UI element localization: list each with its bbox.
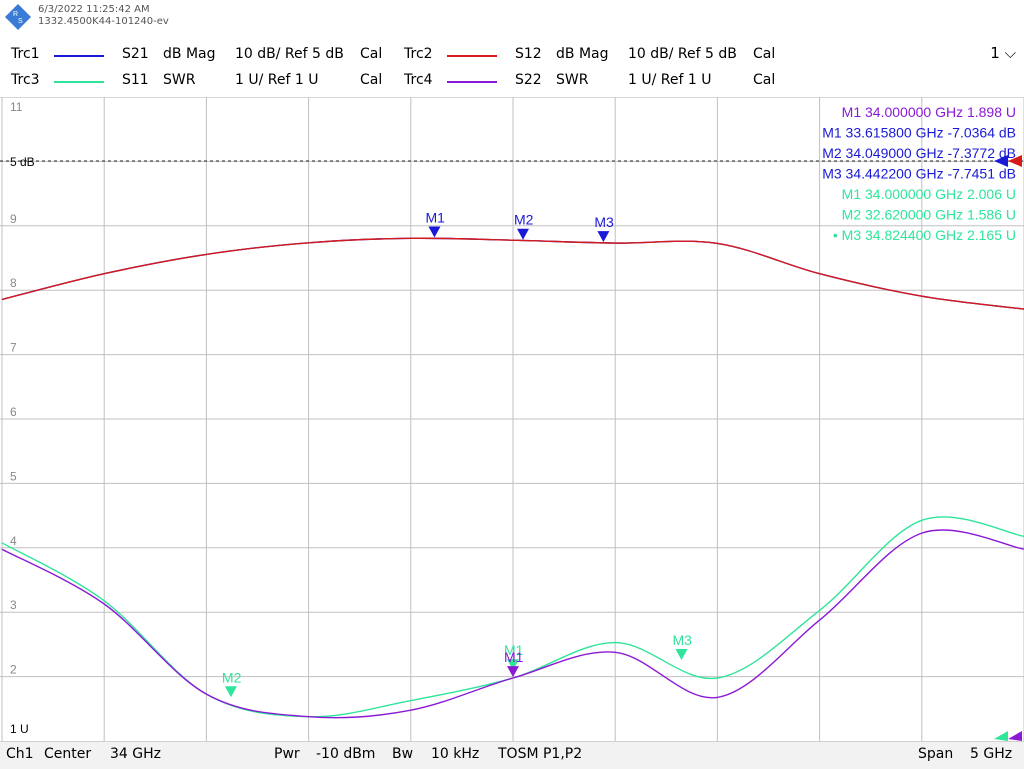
marker-readout: M1 34.000000 GHz 1.898 U M1 33.615800 GHz… — [822, 104, 1016, 243]
marker-readout-row: M3 34.442200 GHz -7.7451 dB — [822, 166, 1016, 182]
svg-text:S: S — [18, 18, 23, 25]
marker-m2-trc1[interactable] — [517, 228, 530, 240]
timestamp: 6/3/2022 11:25:42 AM — [38, 4, 150, 15]
svg-text:R: R — [13, 11, 18, 18]
trace-param-trc1[interactable]: S21 — [122, 46, 149, 62]
tick-label: 5 — [10, 469, 17, 483]
trace-scale-trc4[interactable]: 1 U/ Ref 1 U — [628, 72, 712, 88]
trace-swatch-trc2 — [447, 55, 497, 57]
footer-channel[interactable]: Ch1 — [6, 746, 34, 762]
trace-diagram[interactable]: 11 5 dB 1 U 9 8 7 6 5 4 3 2 M1 M2 M3 M1 M2 M3 M1 M1 3… — [0, 97, 1024, 741]
marker-readout-row: M2 34.049000 GHz -7.3772 dB — [822, 145, 1016, 161]
trace-param-trc2[interactable]: S12 — [515, 46, 542, 62]
ref-arrow-green-icon[interactable] — [994, 731, 1008, 741]
marker-m1-trc1[interactable] — [428, 226, 441, 238]
axis-bottom-label: 1 U — [10, 722, 29, 736]
trace-param-trc4[interactable]: S22 — [515, 72, 542, 88]
axis-ref-label: 5 dB — [10, 155, 35, 169]
marker-label: M3 — [594, 214, 614, 230]
trace-trc2[interactable] — [1, 237, 1024, 310]
trace-cal-trc2: Cal — [753, 46, 776, 62]
trace-name-trc3[interactable]: Trc3 — [11, 72, 40, 88]
tick-label: 7 — [10, 341, 17, 355]
trace-swatch-trc1 — [54, 55, 104, 57]
trace-scale-trc3[interactable]: 1 U/ Ref 1 U — [235, 72, 319, 88]
ref-arrow-red-icon[interactable] — [1008, 155, 1022, 167]
marker-m2-trc3[interactable] — [224, 686, 237, 698]
trace-cal-trc3: Cal — [360, 72, 383, 88]
trace-format-trc4[interactable]: SWR — [556, 72, 589, 88]
footer-pwr-value[interactable]: -10 dBm — [316, 746, 376, 762]
ref-arrow-blue-icon[interactable] — [994, 155, 1008, 167]
trace-scale-trc2[interactable]: 10 dB/ Ref 5 dB — [628, 46, 737, 62]
channel-select-dropdown[interactable]: 1 ⌵ — [990, 44, 1016, 62]
marker-label: M1 — [425, 210, 445, 226]
marker-m3-trc3[interactable] — [675, 648, 688, 660]
trace-cal-trc1: Cal — [360, 46, 383, 62]
marker-label: M2 — [222, 669, 242, 685]
footer-bw-value[interactable]: 10 kHz — [431, 746, 480, 762]
ref-arrow-purple-icon[interactable] — [1008, 731, 1022, 741]
trace-trc4[interactable] — [1, 529, 1024, 719]
trace-swatch-trc4 — [447, 81, 497, 83]
footer-span-label[interactable]: Span — [918, 746, 954, 762]
marker-readout-row: M1 34.000000 GHz 1.898 U — [842, 104, 1016, 120]
tick-labels: 9 8 7 6 5 4 3 2 — [10, 212, 17, 677]
chevron-down-icon: ⌵ — [1004, 44, 1016, 62]
tick-label: 8 — [10, 276, 17, 290]
trace-scale-trc1[interactable]: 10 dB/ Ref 5 dB — [235, 46, 344, 62]
trace-param-trc3[interactable]: S11 — [122, 72, 149, 88]
footer-pwr-label[interactable]: Pwr — [274, 746, 300, 762]
marker-m3-trc1[interactable] — [597, 231, 610, 243]
tick-label: 2 — [10, 663, 17, 677]
footer-center-label[interactable]: Center — [44, 746, 92, 762]
trace-name-trc4[interactable]: Trc4 — [404, 72, 433, 88]
marker-m1-trc4[interactable] — [507, 666, 519, 678]
trace-format-trc2[interactable]: dB Mag — [556, 46, 609, 62]
marker-label: M1 — [504, 649, 524, 665]
channel-select-value: 1 — [990, 44, 1000, 62]
marker-readout-row: • M3 34.824400 GHz 2.165 U — [833, 227, 1016, 243]
tick-label: 3 — [10, 598, 17, 612]
footer-bw-label[interactable]: Bw — [392, 746, 414, 762]
timestamp-block: 6/3/2022 11:25:42 AM 1332.4500K44-101240… — [38, 4, 169, 28]
axis-top-label: 11 — [10, 100, 23, 114]
trace-swatch-trc3 — [54, 81, 104, 83]
marker-readout-row: M1 34.000000 GHz 2.006 U — [842, 186, 1016, 202]
tick-label: 4 — [10, 534, 17, 548]
trace-cal-trc4: Cal — [753, 72, 776, 88]
channel-footer: Ch1 Center 34 GHz Pwr -10 dBm Bw 10 kHz … — [0, 741, 1024, 769]
footer-span-value[interactable]: 5 GHz — [970, 746, 1013, 762]
footer-cal-mode[interactable]: TOSM P1,P2 — [498, 746, 583, 762]
trace-format-trc3[interactable]: SWR — [163, 72, 196, 88]
markers: M1 M2 M3 M1 M2 M3 M1 — [222, 210, 692, 698]
rohde-schwarz-logo: R S — [5, 4, 31, 30]
footer-center-value[interactable]: 34 GHz — [110, 746, 161, 762]
marker-m1-trc3[interactable] — [507, 659, 519, 671]
traces — [1, 237, 1024, 719]
trace-header: R S 6/3/2022 11:25:42 AM 1332.4500K44-10… — [0, 0, 1024, 98]
tick-label: 6 — [10, 405, 17, 419]
device-id: 1332.4500K44-101240-ev — [38, 16, 169, 27]
tick-label: 9 — [10, 212, 17, 226]
marker-label: M1 — [504, 642, 524, 658]
trace-name-trc2[interactable]: Trc2 — [404, 46, 433, 62]
marker-label: M2 — [514, 212, 534, 228]
marker-readout-row: M2 32.620000 GHz 1.586 U — [842, 207, 1016, 223]
trace-name-trc1[interactable]: Trc1 — [11, 46, 40, 62]
trace-format-trc1[interactable]: dB Mag — [163, 46, 216, 62]
marker-readout-row: M1 33.615800 GHz -7.0364 dB — [822, 125, 1016, 141]
marker-label: M3 — [673, 632, 693, 648]
